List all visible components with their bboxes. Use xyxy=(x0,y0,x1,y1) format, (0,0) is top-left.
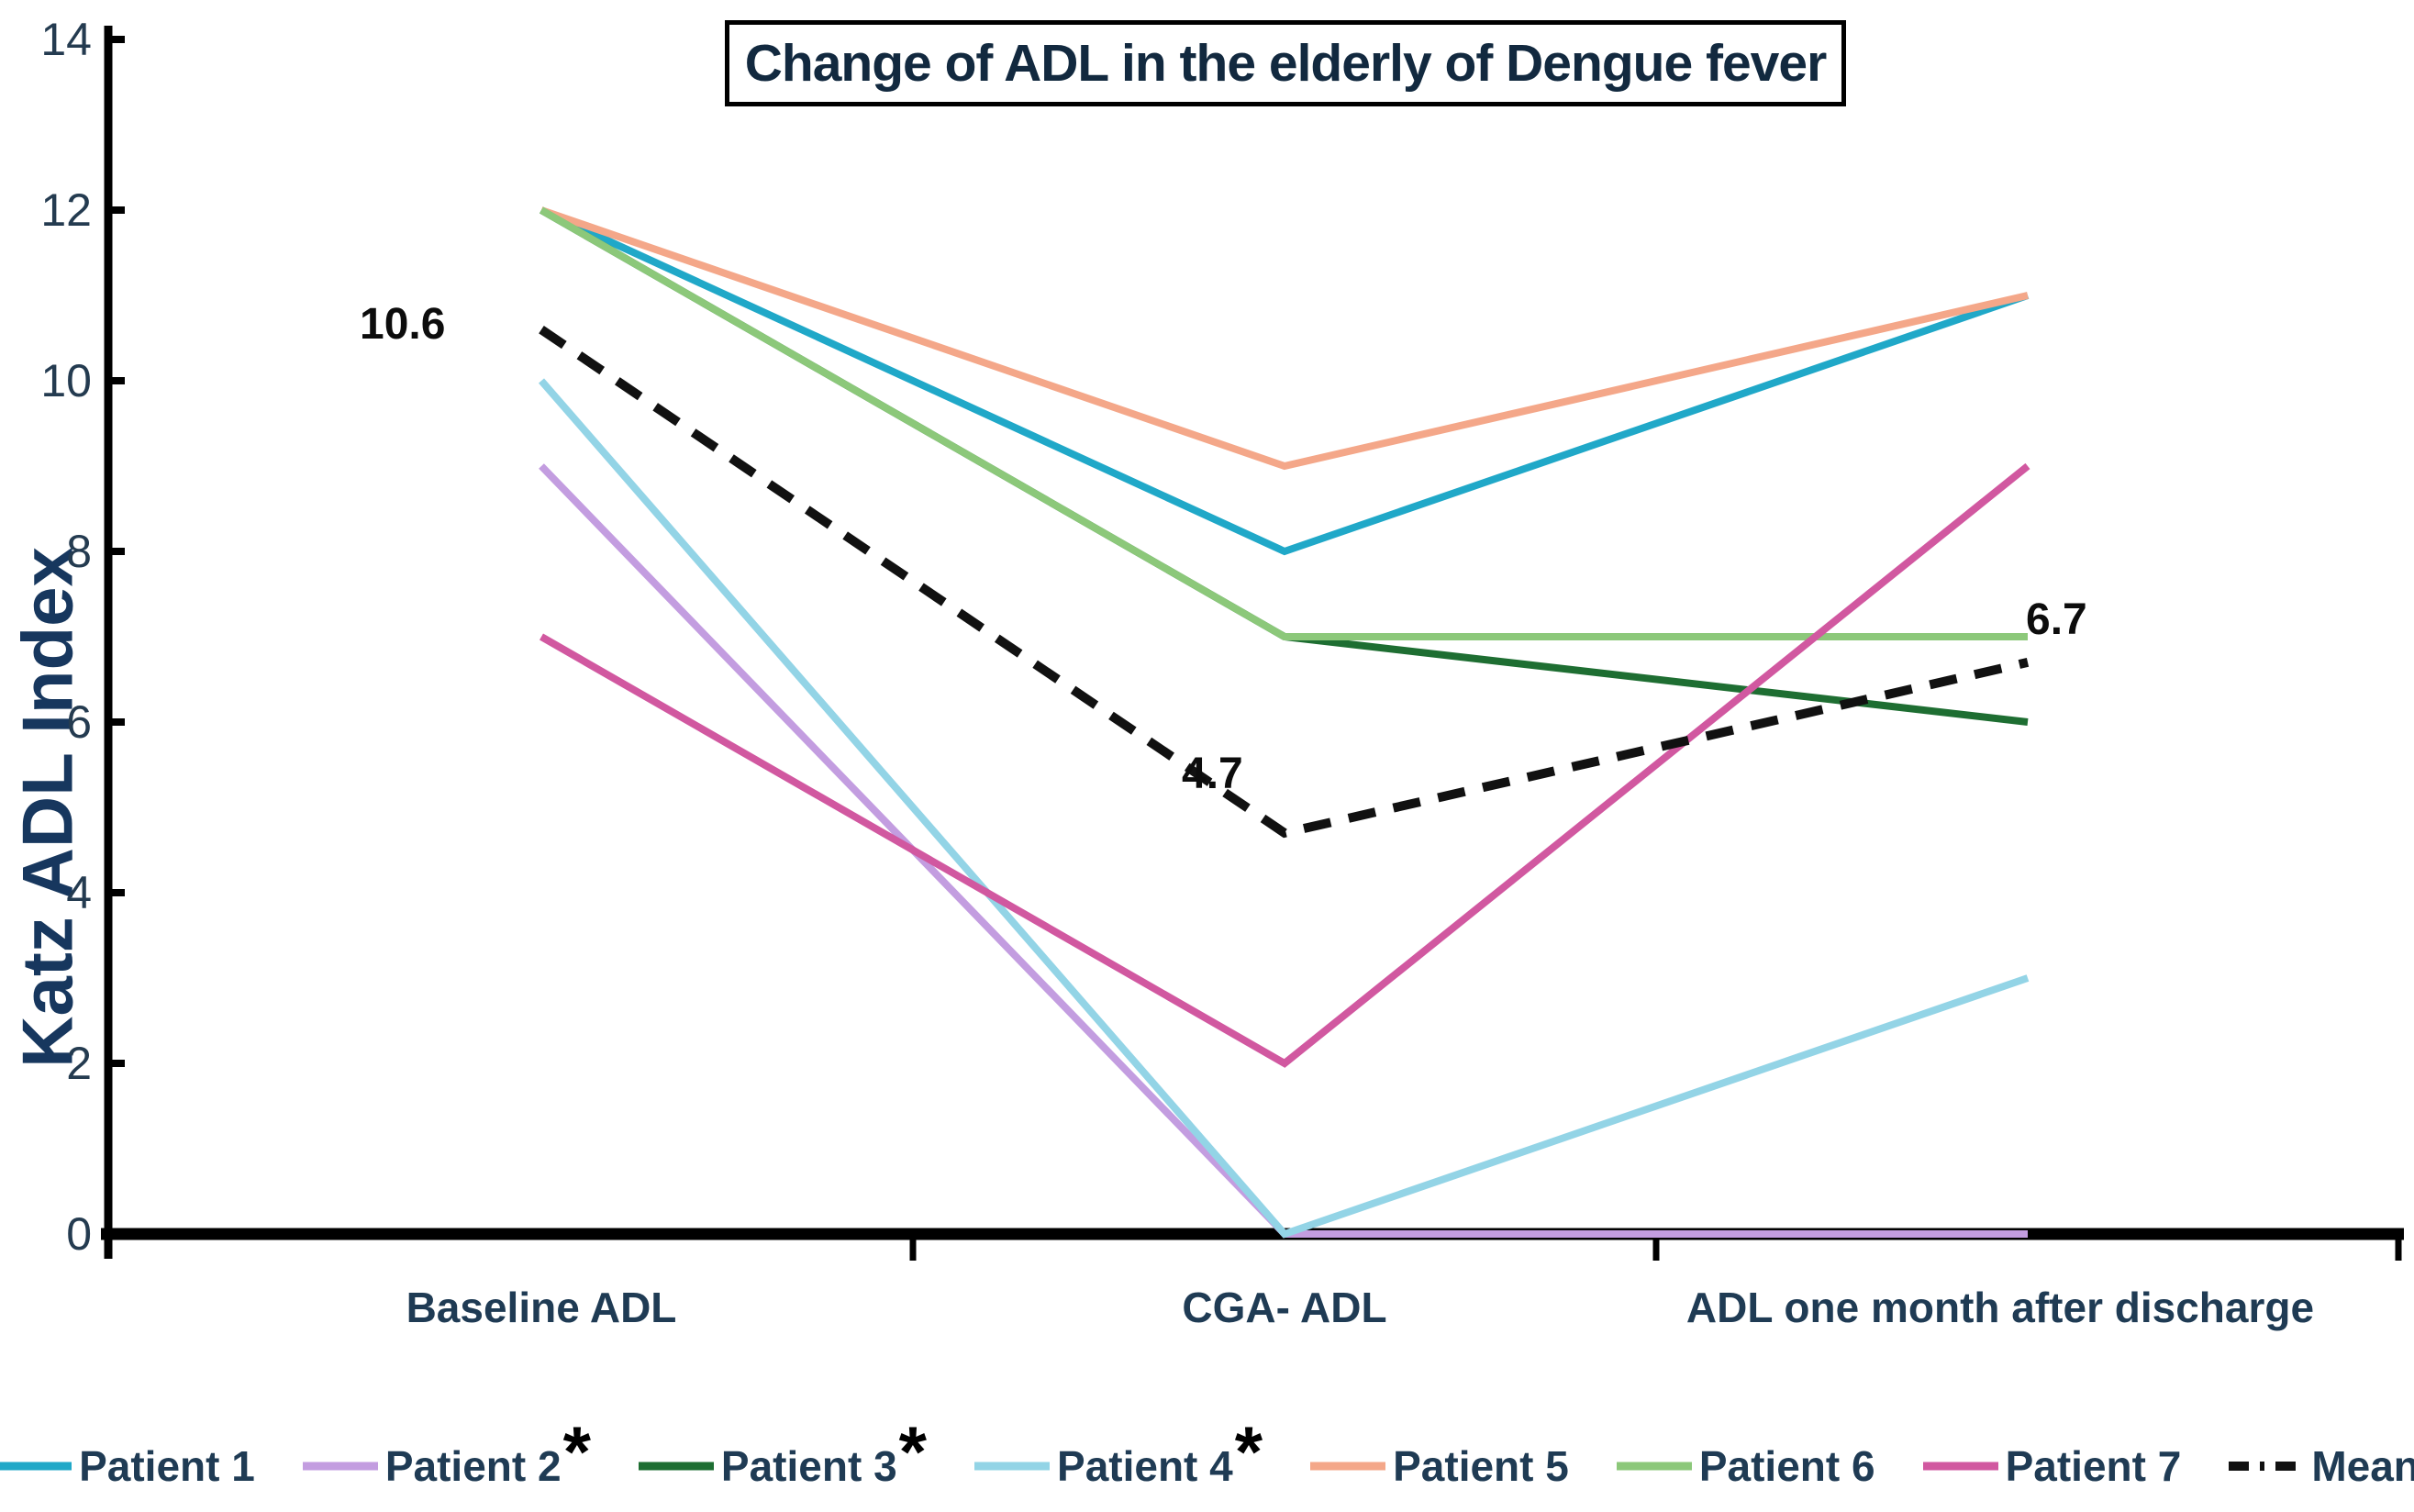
legend-item-patient-5: Patient 5 xyxy=(1308,1445,1569,1487)
y-tick-label-4: 4 xyxy=(66,867,92,918)
series-line-patient-5 xyxy=(540,206,2029,471)
legend-label-patient-4: Patient 4 xyxy=(1057,1442,1233,1490)
series-line-mean xyxy=(539,326,2030,839)
legend-swatch-patient-3 xyxy=(638,1462,714,1471)
legend-label-patient-6: Patient 6 xyxy=(1698,1442,1875,1490)
legend-swatch-patient-2 xyxy=(302,1462,378,1471)
legend-swatch-patient-1 xyxy=(0,1462,72,1471)
legend-label-patient-3: Patient 3 xyxy=(720,1442,897,1490)
legend-label-patient-2: Patient 2 xyxy=(384,1442,562,1490)
mean-value-label-cga: 4.7 xyxy=(1182,750,1243,798)
legend-item-patient-7: Patient 7 xyxy=(1921,1442,2182,1490)
y-tick-label-0: 0 xyxy=(66,1208,92,1260)
y-tick-label-14: 14 xyxy=(40,14,92,65)
series-line-patient-4 xyxy=(538,378,2030,1239)
y-tick-label-8: 8 xyxy=(66,526,92,577)
chart-legend: Patient 1 Patient 2 * Patient 3 * Patient 4 * P… xyxy=(0,1416,2414,1512)
legend-label-patient-5: Patient 5 xyxy=(1393,1442,1569,1490)
x-category-label-cga: CGA- ADL xyxy=(1182,1284,1387,1331)
legend-item-patient-4: Patient 4 * xyxy=(973,1416,1263,1490)
x-category-label-one-month: ADL one month after discharge xyxy=(1685,1284,2315,1331)
legend-swatch-patient-4 xyxy=(974,1462,1051,1471)
legend-item-patient-3: Patient 3 * xyxy=(637,1416,927,1490)
legend-label-mean: Mean xyxy=(2311,1442,2414,1490)
mean-value-label-baseline: 10.6 xyxy=(360,300,446,349)
legend-label-patient-1: Patient 1 xyxy=(79,1442,255,1490)
y-axis-title: Katz ADL Index xyxy=(6,547,88,1068)
series-lines xyxy=(538,206,2030,1239)
y-tick-label-6: 6 xyxy=(66,696,92,748)
chart-title-box: Change of ADL in the elderly of Dengue f… xyxy=(725,20,1846,106)
legend-item-patient-2: Patient 2 * xyxy=(301,1416,591,1490)
legend-swatch-mean xyxy=(2229,1462,2305,1471)
x-axis-ticks xyxy=(909,1234,2402,1261)
legend-swatch-patient-7 xyxy=(1922,1462,1998,1471)
chart-title: Change of ADL in the elderly of Dengue f… xyxy=(744,34,1828,93)
y-tick-label-12: 12 xyxy=(40,184,92,236)
series-line-patient-7 xyxy=(540,462,2030,1068)
legend-item-mean: Mean xyxy=(2227,1445,2414,1487)
legend-swatch-patient-6 xyxy=(1616,1462,1692,1471)
mean-value-label-one-month: 6.7 xyxy=(2026,595,2087,644)
y-tick-label-2: 2 xyxy=(66,1038,92,1089)
legend-item-patient-6: Patient 6 xyxy=(1615,1445,1875,1487)
legend-swatch-patient-5 xyxy=(1310,1462,1386,1471)
series-line-patient-6 xyxy=(540,206,2028,640)
x-category-label-baseline: Baseline ADL xyxy=(406,1284,677,1331)
y-axis-ticks xyxy=(108,36,125,1067)
series-line-patient-1 xyxy=(540,206,2030,556)
legend-item-patient-1: Patient 1 xyxy=(0,1445,255,1487)
y-tick-label-10: 10 xyxy=(40,355,92,406)
series-line-patient-2 xyxy=(539,463,2028,1238)
legend-label-patient-7: Patient 7 xyxy=(2005,1442,2182,1490)
